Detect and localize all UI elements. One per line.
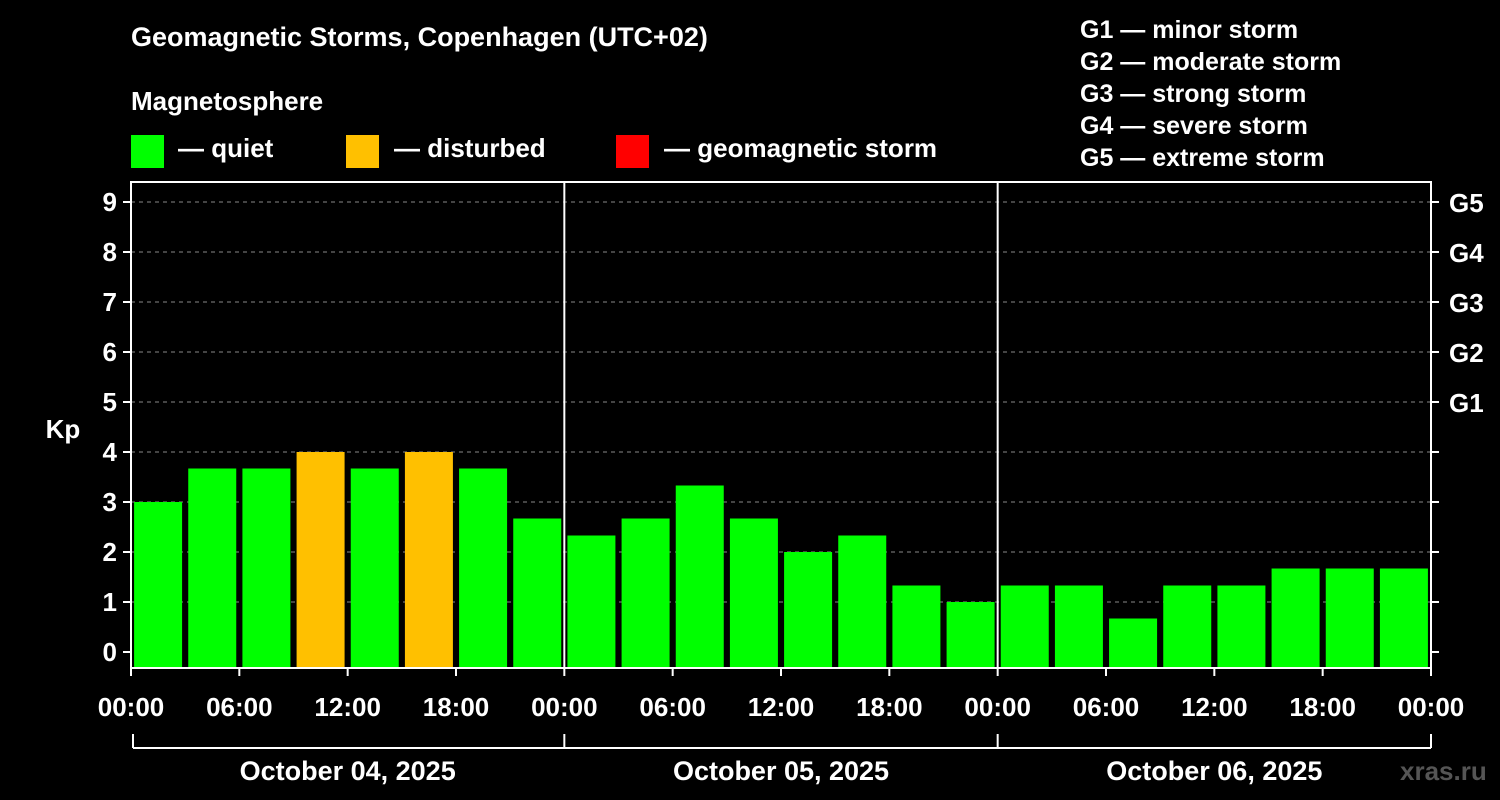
kp-bar [404, 452, 453, 668]
kp-bar [188, 468, 237, 668]
y-tick-label: 0 [103, 637, 117, 667]
y-tick-label: 4 [103, 437, 118, 467]
x-tick-label: 00:00 [98, 692, 165, 722]
chart-subtitle: Magnetosphere [131, 86, 324, 116]
kp-bar [350, 468, 399, 668]
storm-scale-g3: G3 — strong storm [1080, 80, 1307, 108]
kp-bar [621, 518, 670, 668]
legend-swatch-storm [616, 135, 649, 168]
x-tick-label: 00:00 [531, 692, 598, 722]
legend-swatch-disturbed [346, 135, 379, 168]
x-tick-label: 18:00 [856, 692, 923, 722]
kp-bar [838, 535, 887, 668]
kp-bar [242, 468, 291, 668]
storm-scale-g4: G4 — severe storm [1080, 112, 1308, 140]
y-tick-label: 7 [103, 287, 117, 317]
y-axis-label: Kp [46, 414, 81, 444]
kp-bar [1271, 568, 1320, 668]
kp-bar [1054, 585, 1103, 668]
legend-label-storm: — geomagnetic storm [664, 133, 938, 163]
x-tick-label: 06:00 [639, 692, 706, 722]
x-tick-label: 18:00 [423, 692, 490, 722]
kp-bar [1163, 585, 1212, 668]
kp-bar [729, 518, 778, 668]
kp-bar [946, 602, 995, 668]
kp-bar [459, 468, 508, 668]
x-tick-label: 00:00 [964, 692, 1031, 722]
kp-bar [1217, 585, 1266, 668]
kp-bar [892, 585, 941, 668]
g-level-label: G5 [1449, 188, 1484, 218]
y-tick-label: 1 [103, 587, 117, 617]
y-tick-label: 8 [103, 237, 117, 267]
kp-bar [134, 502, 183, 668]
x-tick-label: 12:00 [314, 692, 381, 722]
storm-scale-legend: G1 — minor storm G2 — moderate storm G3 … [1080, 14, 1341, 174]
kp-bar [513, 518, 562, 668]
y-tick-label: 2 [103, 537, 117, 567]
y-tick-label: 5 [103, 387, 117, 417]
x-tick-label: 12:00 [748, 692, 815, 722]
g-level-label: G4 [1449, 238, 1484, 268]
y-tick-label: 6 [103, 337, 117, 367]
kp-bar [675, 485, 724, 668]
storm-scale-g2: G2 — moderate storm [1080, 48, 1342, 76]
day-label: October 04, 2025 [240, 756, 456, 786]
kp-bar [1325, 568, 1374, 668]
x-tick-label: 06:00 [206, 692, 273, 722]
day-label: October 06, 2025 [1106, 756, 1322, 786]
x-tick-label: 12:00 [1181, 692, 1248, 722]
g-level-label: G1 [1449, 388, 1484, 418]
kp-bar [1000, 585, 1049, 668]
legend-swatch-quiet [131, 135, 164, 168]
x-tick-label: 00:00 [1398, 692, 1465, 722]
kp-bar [296, 452, 345, 668]
kp-bar [784, 552, 833, 668]
kp-bar [567, 535, 616, 668]
storm-scale-g1: G1 — minor storm [1080, 16, 1299, 44]
kp-bar [1109, 618, 1158, 668]
legend-label-disturbed: — disturbed [394, 133, 546, 163]
kp-bar [1379, 568, 1428, 668]
day-label: October 05, 2025 [673, 756, 889, 786]
storm-scale-g5: G5 — extreme storm [1080, 144, 1325, 172]
x-tick-label: 06:00 [1073, 692, 1140, 722]
legend-label-quiet: — quiet [178, 133, 274, 163]
chart-title: Geomagnetic Storms, Copenhagen (UTC+02) [131, 22, 708, 52]
y-tick-label: 3 [103, 487, 117, 517]
credit-label: xras.ru [1400, 756, 1487, 786]
g-level-label: G3 [1449, 288, 1484, 318]
x-tick-label: 18:00 [1289, 692, 1356, 722]
g-level-label: G2 [1449, 338, 1484, 368]
y-tick-label: 9 [103, 187, 117, 217]
